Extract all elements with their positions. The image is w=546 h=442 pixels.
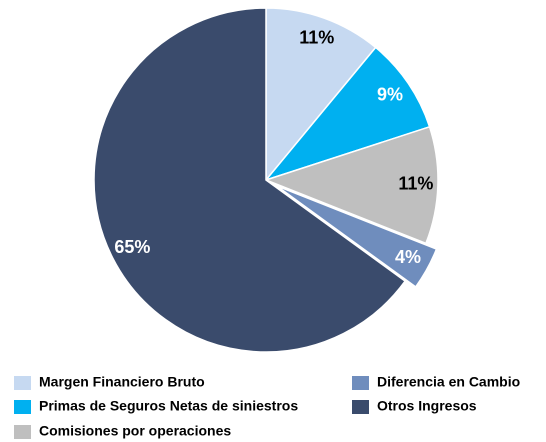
legend-swatch [352,376,369,390]
legend-swatch [14,376,31,390]
legend-label: Otros Ingresos [377,398,477,414]
value-label: 11% [398,173,433,193]
pie-slice [263,125,439,245]
pie-slice [265,7,377,183]
legend-swatch [14,400,31,414]
pie-slice [276,185,438,288]
value-label: 9% [377,84,403,104]
legend-label: Primas de Seguros Netas de siniestros [39,398,298,414]
value-label: 65% [114,237,150,257]
pie-slice [93,7,407,353]
legend-label: Margen Financiero Bruto [39,374,205,390]
legend-swatch [352,400,369,414]
legend-label: Diferencia en Cambio [377,374,520,390]
value-label: 4% [395,247,421,267]
legend-label: Comisiones por operaciones [39,423,231,439]
legend-swatch [14,425,31,439]
pie-slice [263,46,431,182]
value-label: 11% [299,28,334,48]
